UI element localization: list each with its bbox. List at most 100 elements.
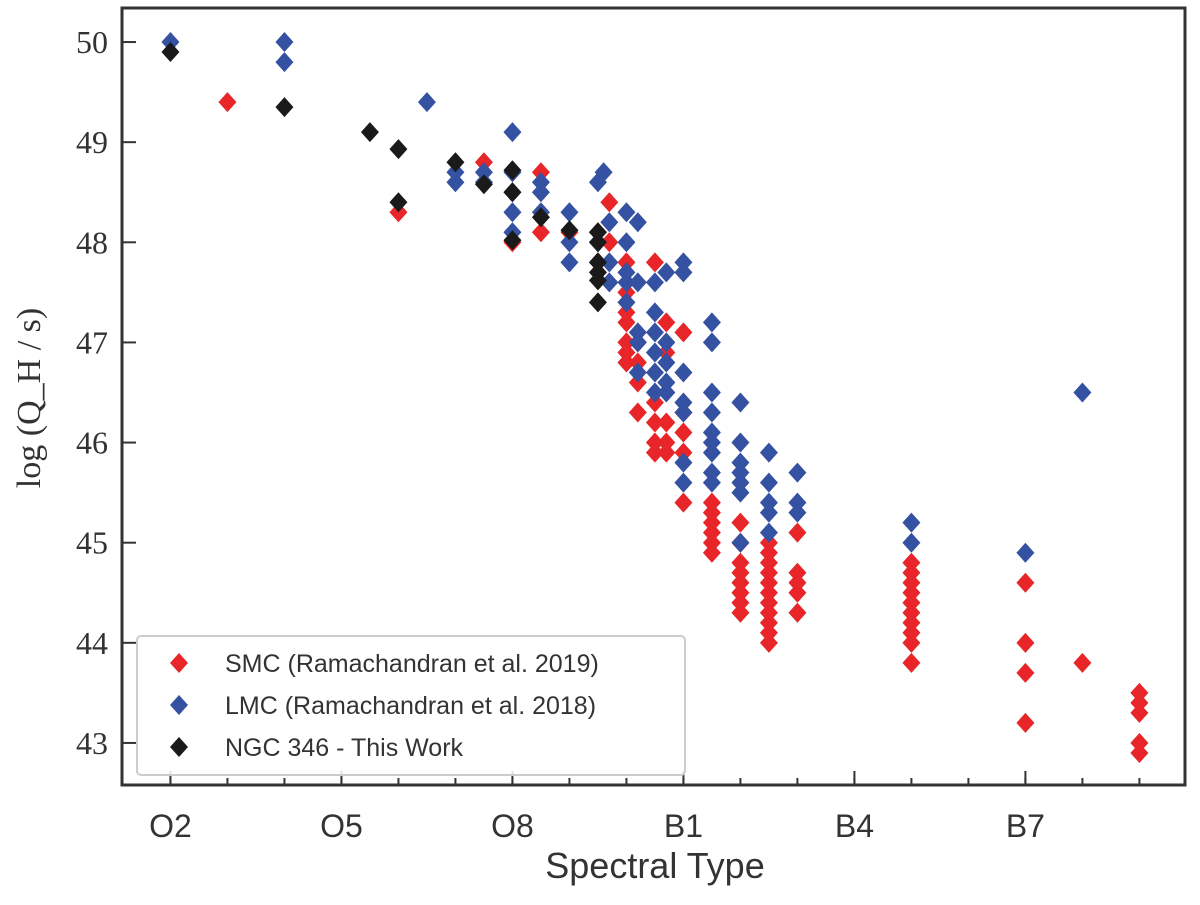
data-point [731, 482, 750, 503]
data-point [731, 532, 750, 553]
data-point [594, 162, 613, 183]
data-point [902, 652, 921, 673]
x-tick-label: B7 [1006, 808, 1045, 844]
data-point [731, 462, 750, 483]
data-point [657, 352, 676, 373]
data-point [788, 522, 807, 543]
data-point [417, 92, 436, 113]
data-point [645, 272, 664, 293]
data-point [1073, 382, 1092, 403]
data-point [759, 492, 778, 513]
data-point [674, 492, 693, 513]
data-point [657, 312, 676, 333]
legend-marker [170, 653, 188, 673]
data-point [560, 252, 579, 273]
data-point [645, 322, 664, 343]
data-point [628, 352, 647, 373]
data-point [702, 532, 721, 553]
data-point [1016, 542, 1035, 563]
data-point [446, 172, 465, 193]
legend-label: NGC 346 - This Work [225, 734, 464, 762]
data-point [503, 182, 522, 203]
data-point [1130, 692, 1149, 713]
data-point [1130, 742, 1149, 763]
data-point [600, 252, 619, 273]
legend-box [136, 635, 686, 776]
data-point [674, 252, 693, 273]
data-point [702, 312, 721, 333]
data-point [702, 442, 721, 463]
data-point [902, 582, 921, 603]
data-point [759, 632, 778, 653]
data-point [731, 572, 750, 593]
legend-label: LMC (Ramachandran et al. 2018) [225, 692, 596, 720]
data-point [731, 552, 750, 573]
data-point [759, 552, 778, 573]
data-point [702, 422, 721, 443]
data-point [759, 602, 778, 623]
y-tick-label: 48 [76, 224, 108, 260]
data-point [531, 222, 550, 243]
data-point [702, 472, 721, 493]
x-tick-label: O2 [149, 808, 192, 844]
data-point [759, 472, 778, 493]
data-point [588, 292, 607, 313]
y-tick-label: 50 [76, 24, 108, 60]
data-point [617, 342, 636, 363]
y-tick-label: 47 [76, 324, 108, 360]
data-point [628, 372, 647, 393]
data-point [531, 207, 550, 228]
data-point [645, 392, 664, 413]
data-point [902, 572, 921, 593]
data-point [702, 462, 721, 483]
data-point [702, 512, 721, 533]
data-point [902, 612, 921, 633]
data-point [759, 582, 778, 603]
data-point [360, 122, 379, 143]
data-point [600, 192, 619, 213]
x-tick-label: O8 [491, 808, 534, 844]
data-point [759, 542, 778, 563]
plot-frame [120, 6, 1187, 787]
y-tick-label: 46 [76, 425, 108, 461]
y-axis-label: log (Q_H / s) [11, 308, 48, 488]
legend: SMC (Ramachandran et al. 2019) LMC (Ramac… [136, 635, 686, 776]
data-point [645, 252, 664, 273]
data-point [788, 582, 807, 603]
data-point [731, 582, 750, 603]
data-point [902, 592, 921, 613]
data-point [657, 432, 676, 453]
data-point [1016, 572, 1035, 593]
data-point [503, 202, 522, 223]
data-point [902, 632, 921, 653]
data-point [674, 262, 693, 283]
data-point [560, 220, 579, 241]
data-point [645, 412, 664, 433]
data-point [674, 362, 693, 383]
data-point [759, 532, 778, 553]
data-point [588, 252, 607, 273]
data-point [645, 382, 664, 403]
data-point [474, 152, 493, 173]
data-point [474, 162, 493, 183]
data-point [674, 392, 693, 413]
data-point [788, 492, 807, 513]
data-point [702, 542, 721, 563]
data-point [731, 592, 750, 613]
data-point [617, 202, 636, 223]
data-point [674, 472, 693, 493]
data-point [731, 452, 750, 473]
x-axis-label: Spectral Type [545, 845, 764, 886]
data-point [617, 332, 636, 353]
y-tick-label: 45 [76, 525, 108, 561]
data-point [628, 402, 647, 423]
y-tick-label: 49 [76, 124, 108, 160]
data-point [588, 222, 607, 243]
data-point [617, 312, 636, 333]
data-point [645, 442, 664, 463]
data-point [600, 232, 619, 253]
data-point [588, 270, 607, 291]
data-point [617, 232, 636, 253]
data-point [702, 492, 721, 513]
data-point [389, 202, 408, 223]
